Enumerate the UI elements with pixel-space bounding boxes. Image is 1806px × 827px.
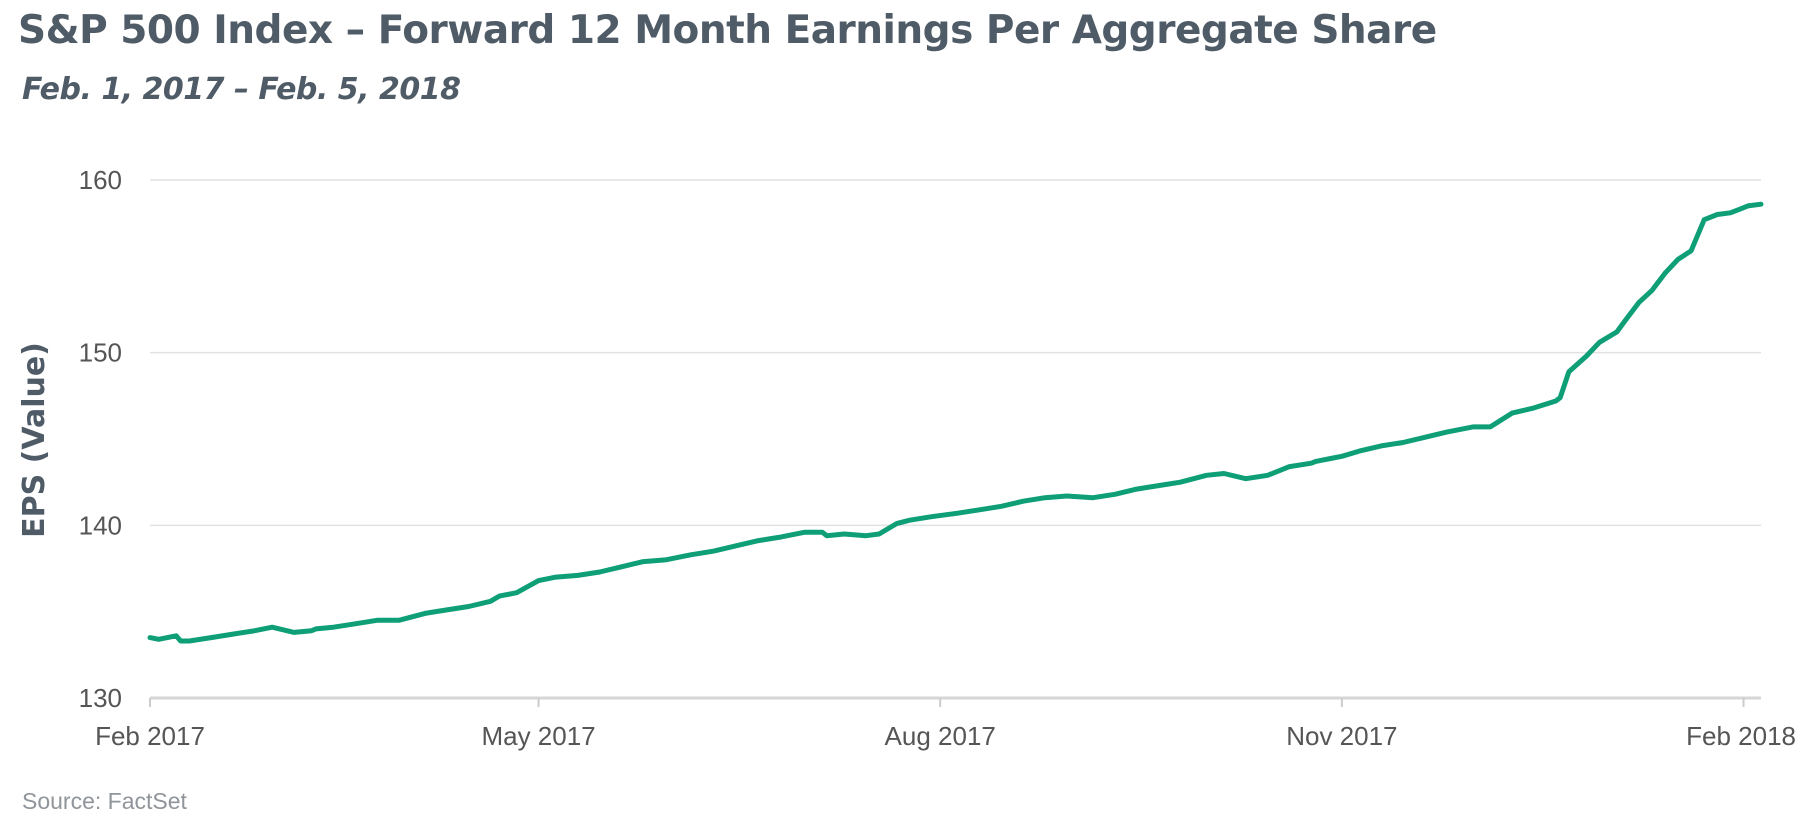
y-axis-label: EPS (Value) [17, 342, 52, 538]
y-tick-label: 130 [79, 683, 122, 713]
y-tick-label: 160 [79, 165, 122, 195]
x-tick-label: Feb 2017 [95, 721, 205, 751]
chart-title: S&P 500 Index – Forward 12 Month Earning… [18, 8, 1437, 53]
y-tick-label: 140 [79, 510, 122, 540]
x-tick-label: Feb 2018 [1686, 721, 1796, 751]
x-axis [149, 696, 1761, 707]
source-note: Source: FactSet [22, 788, 187, 814]
x-tick-label: Nov 2017 [1286, 721, 1397, 751]
chart-subtitle: Feb. 1, 2017 – Feb. 5, 2018 [22, 72, 461, 107]
x-tick-label: Aug 2017 [885, 721, 996, 751]
series-layer [147, 201, 1764, 644]
y-axis: 130 140 150 160 [79, 165, 122, 713]
eps-series-line [147, 201, 1764, 644]
y-tick-label: 150 [79, 338, 122, 368]
gridlines [150, 179, 1761, 527]
x-tick-labels: Feb 2017 May 2017 Aug 2017 Nov 2017 Feb 2018 [95, 721, 1796, 751]
x-tick-label: May 2017 [481, 721, 595, 751]
